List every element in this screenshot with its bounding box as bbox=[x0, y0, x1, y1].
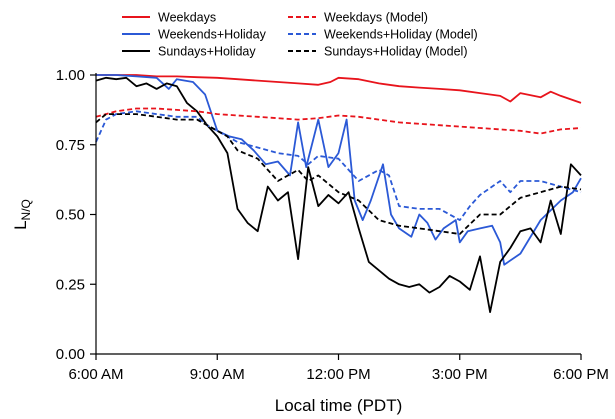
x-tick-label: 6:00 PM bbox=[553, 366, 609, 383]
legend-label: Sundays+Holiday (Model) bbox=[324, 45, 467, 59]
legend-label: Sundays+Holiday bbox=[158, 45, 256, 59]
y-axis-ticks: 0.00 0.25 0.50 0.75 1.00 bbox=[56, 67, 96, 363]
y-tick-label: 0.00 bbox=[56, 346, 85, 363]
x-tick-label: 6:00 AM bbox=[68, 366, 123, 383]
series-line-sundays-holiday-model bbox=[95, 113, 582, 235]
legend-label: Weekdays bbox=[158, 11, 216, 25]
series-line-weekends-holiday bbox=[96, 74, 582, 266]
y-axis-title-main: L bbox=[11, 220, 30, 229]
y-tick-label: 0.75 bbox=[56, 137, 85, 154]
y-tick-label: 0.25 bbox=[56, 276, 85, 293]
x-axis-title: Local time (PDT) bbox=[275, 396, 403, 415]
series-line-weekdays bbox=[96, 74, 582, 104]
series-line-sundays-holiday bbox=[95, 76, 582, 313]
x-tick-label: 9:00 AM bbox=[190, 366, 245, 383]
series-layer bbox=[95, 74, 582, 313]
x-tick-label: 12:00 PM bbox=[306, 366, 370, 383]
series-line-weekends-holiday-model bbox=[95, 110, 582, 221]
y-tick-label: 1.00 bbox=[56, 67, 85, 84]
legend-label: Weekends+Holiday bbox=[158, 28, 267, 42]
series-line-weekdays-model bbox=[95, 107, 582, 135]
y-axis-title-sub: N/Q bbox=[19, 199, 33, 220]
legend-label: Weekdays (Model) bbox=[324, 11, 428, 25]
x-tick-label: 3:00 PM bbox=[432, 366, 488, 383]
legend-label: Weekends+Holiday (Model) bbox=[324, 28, 478, 42]
legend: Weekdays Weekends+Holiday Sundays+Holiday W… bbox=[122, 11, 478, 59]
y-tick-label: 0.50 bbox=[56, 207, 85, 224]
x-axis-ticks: 6:00 AM 9:00 AM 12:00 PM 3:00 PM 6:00 PM bbox=[68, 354, 609, 383]
y-axis-title: LN/Q bbox=[11, 199, 33, 230]
